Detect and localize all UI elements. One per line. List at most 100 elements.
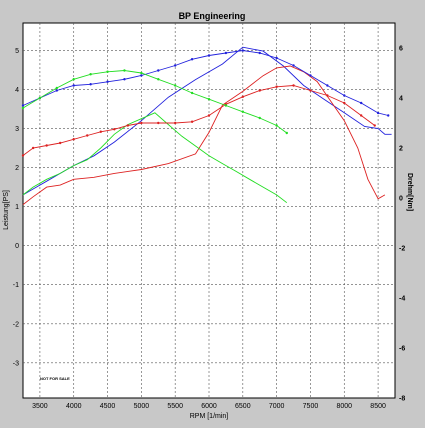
series-point — [45, 144, 48, 147]
series-point — [359, 101, 363, 105]
series-point — [157, 69, 160, 72]
series-point — [38, 96, 42, 100]
series-point — [376, 111, 380, 115]
y-tick-label-left: -1 — [13, 282, 19, 289]
x-tick-label: 4500 — [100, 403, 116, 410]
series-point — [21, 104, 25, 107]
series-point — [241, 110, 245, 113]
series-point — [241, 49, 245, 52]
series-line-5 — [22, 85, 375, 156]
series-point — [31, 146, 35, 150]
series-point — [258, 116, 261, 120]
y-tick-label-right: 6 — [399, 46, 403, 53]
series-point — [72, 84, 75, 87]
y-tick-label-left: 0 — [15, 243, 19, 250]
x-tick-label: 7500 — [303, 403, 319, 410]
series-line-3 — [22, 112, 288, 204]
series-line-2 — [22, 65, 386, 205]
series-point — [140, 71, 143, 75]
x-tick-label: 4000 — [66, 403, 82, 410]
series-point — [190, 120, 194, 123]
series-point — [21, 154, 25, 157]
x-tick-label: 8500 — [370, 403, 386, 410]
series-point — [113, 128, 116, 131]
series-point — [55, 89, 59, 92]
series-point — [241, 95, 245, 98]
series-point — [72, 78, 75, 81]
series-point — [190, 58, 194, 61]
series-point — [86, 134, 89, 137]
y-tick-label-right: 2 — [399, 146, 403, 153]
series-point — [207, 114, 211, 117]
series-point — [123, 78, 126, 81]
series-point — [207, 98, 211, 101]
y-tick-label-right: 4 — [399, 96, 403, 103]
series-point — [106, 80, 109, 83]
y-tick-label-left: 5 — [15, 48, 19, 55]
series-point — [292, 84, 295, 87]
series-point — [173, 84, 177, 87]
x-tick-label: 3500 — [32, 403, 48, 410]
y-tick-label-right: 0 — [399, 196, 403, 203]
series-point — [173, 121, 177, 125]
series-point — [285, 131, 288, 135]
x-axis-label: RPM [1/min] — [190, 413, 229, 420]
series-point — [207, 54, 211, 57]
x-tick-label: 5500 — [167, 403, 183, 410]
series-point — [190, 91, 194, 95]
series-point — [258, 51, 261, 55]
grid-lines — [23, 23, 395, 398]
x-tick-label: 7000 — [269, 403, 285, 410]
series-point — [140, 74, 143, 77]
series-point — [373, 124, 376, 127]
series-point — [275, 124, 278, 127]
y-tick-label-left: 1 — [15, 204, 19, 211]
series-point — [343, 94, 346, 97]
series-point — [359, 114, 363, 117]
y-tick-label-right: -8 — [399, 396, 405, 403]
series-point — [72, 138, 75, 141]
x-tick-label: 8000 — [336, 403, 352, 410]
series-point — [106, 70, 109, 73]
series-point — [309, 89, 312, 92]
tick-labels: 3500 4000 4500 5000 5500 6000 6500 7000 7500 8000… — [13, 46, 406, 411]
series-point — [224, 51, 228, 55]
watermark-note: NOT FOR SALE — [40, 376, 70, 381]
series-point — [387, 114, 390, 117]
y-tick-label-left: 3 — [15, 126, 19, 133]
x-tick-label: 6500 — [235, 403, 251, 410]
x-tick-label: 5000 — [134, 403, 150, 410]
series-lines — [21, 46, 392, 205]
series-point — [224, 104, 228, 107]
y-axis-label-right: Drehm[Nm] — [406, 173, 413, 211]
series-point — [157, 78, 160, 81]
series-point — [258, 89, 261, 92]
y-tick-label-left: 2 — [15, 165, 19, 172]
series-point — [126, 124, 130, 127]
series-point — [173, 64, 177, 67]
series-point — [59, 141, 62, 145]
series-point — [309, 74, 312, 77]
y-tick-label-right: -6 — [399, 346, 405, 353]
y-tick-label-right: -4 — [399, 296, 405, 303]
series-point — [157, 121, 160, 125]
series-point — [343, 101, 346, 105]
y-tick-label-right: -2 — [399, 246, 405, 253]
series-point — [140, 121, 143, 125]
series-point — [326, 84, 329, 87]
chart-title: BP Engineering — [179, 11, 246, 21]
series-point — [275, 56, 278, 60]
series-point — [21, 106, 25, 110]
series-point — [275, 85, 278, 88]
series-point — [55, 86, 59, 90]
y-tick-label-left: -2 — [13, 321, 19, 328]
series-point — [89, 83, 92, 86]
series-point — [89, 73, 92, 76]
series-point — [292, 64, 295, 67]
y-axis-label-left: Leistung[PS] — [3, 190, 10, 230]
series-point — [326, 94, 329, 97]
y-tick-label-left: -3 — [13, 360, 19, 367]
y-tick-label-left: 4 — [15, 87, 19, 94]
